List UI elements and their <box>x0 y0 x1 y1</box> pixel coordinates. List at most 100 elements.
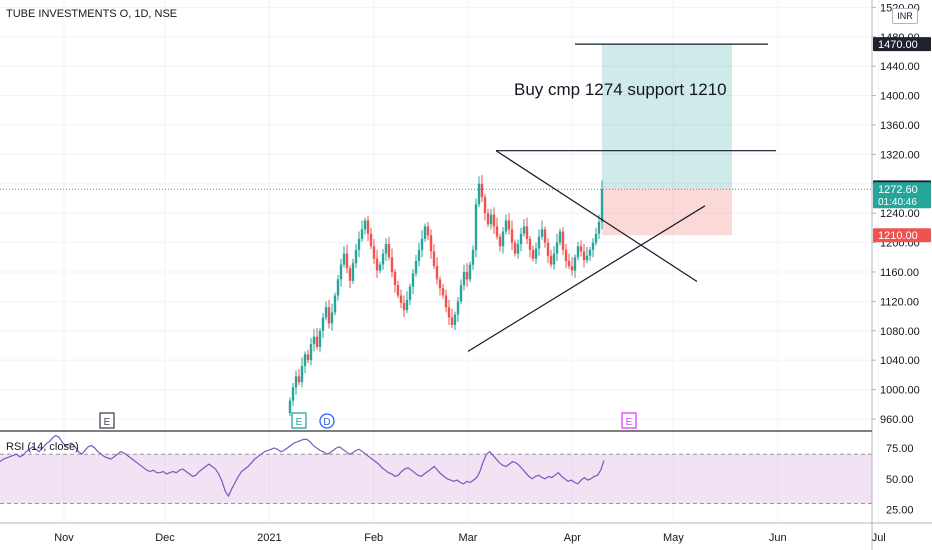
candle <box>555 233 559 261</box>
marker-shape <box>621 412 637 429</box>
candle <box>384 238 388 261</box>
candle <box>588 246 592 261</box>
rsi-tick-label: 75.00 <box>886 443 914 455</box>
candle <box>372 238 376 264</box>
candle-body <box>546 242 550 256</box>
y-tick-label: 960.00 <box>880 414 914 426</box>
candle-body <box>531 249 535 259</box>
candle-body <box>357 238 361 250</box>
candle-body <box>375 258 379 271</box>
candle <box>501 227 505 254</box>
candle <box>399 289 403 308</box>
candle <box>600 180 604 230</box>
candle <box>561 227 565 256</box>
y-tick-label: 1400.00 <box>880 91 920 103</box>
event-marker-e[interactable]: E <box>621 412 637 429</box>
candle <box>453 311 457 331</box>
candle <box>540 220 544 240</box>
candle <box>369 227 373 250</box>
candle-body <box>387 244 391 258</box>
price-label: 1470.00 <box>873 37 931 52</box>
candle-body <box>519 233 523 245</box>
candle <box>381 249 385 270</box>
candle <box>549 249 553 268</box>
candle <box>522 219 526 237</box>
candle-body <box>471 249 475 265</box>
candle <box>288 397 292 417</box>
candle-body <box>333 295 337 313</box>
candle-body <box>567 260 571 267</box>
price-label-text: 1470.00 <box>878 39 918 51</box>
candle-body <box>513 242 517 254</box>
candle <box>474 198 478 258</box>
grid-lines <box>0 0 880 522</box>
candle <box>414 255 418 277</box>
candle <box>573 254 577 278</box>
candle-body <box>450 317 454 325</box>
candle <box>564 244 568 269</box>
candle <box>300 357 304 388</box>
candle-body <box>459 285 463 302</box>
candle-body <box>588 249 592 256</box>
y-tick-label: 1360.00 <box>880 120 920 132</box>
candle <box>576 241 580 261</box>
candle-body <box>363 220 367 230</box>
candle <box>420 230 424 258</box>
trade-zones <box>602 44 732 236</box>
candle <box>492 207 496 234</box>
candle-body <box>393 271 397 286</box>
candle <box>444 289 448 313</box>
candle-body <box>369 233 373 247</box>
candle <box>567 253 571 270</box>
candle-body <box>573 257 577 271</box>
candle-body <box>390 257 394 272</box>
x-tick-label: Dec <box>155 532 175 544</box>
candle-body <box>510 229 514 243</box>
candles <box>288 174 604 417</box>
candle-body <box>399 295 403 303</box>
y-tick-label: 1080.00 <box>880 326 920 338</box>
event-marker-d[interactable]: D <box>319 413 335 429</box>
candle <box>345 244 349 274</box>
symbol-label: TUBE INVESTMENTS O, 1D, NSE <box>6 8 178 20</box>
y-tick-label: 1160.00 <box>880 267 919 279</box>
candle-body <box>378 264 382 271</box>
x-tick-label: May <box>663 532 684 544</box>
candle-body <box>336 279 340 296</box>
rsi-tick-label: 25.00 <box>886 505 914 517</box>
candle-body <box>432 251 436 267</box>
event-marker-e[interactable]: E <box>99 412 115 429</box>
candle-body <box>306 354 310 361</box>
candle <box>315 327 319 350</box>
candle-body <box>582 251 586 261</box>
candle <box>498 233 502 252</box>
candle-body <box>408 286 412 300</box>
candle-body <box>465 271 469 280</box>
candle <box>546 238 550 264</box>
candle <box>450 308 454 328</box>
candle-body <box>315 336 319 347</box>
candle-body <box>417 249 421 261</box>
candle <box>312 329 316 352</box>
candle-body <box>534 248 538 259</box>
candle-body <box>504 220 508 232</box>
candle <box>516 239 520 259</box>
candle-body <box>312 336 316 344</box>
event-marker-e[interactable]: E <box>291 412 307 429</box>
candle-body <box>579 246 583 252</box>
candle-body <box>297 376 301 383</box>
candle <box>387 236 391 261</box>
candle <box>351 258 355 284</box>
candle-body <box>525 226 529 239</box>
candle-body <box>576 246 580 258</box>
currency-badge[interactable]: INR <box>892 8 918 24</box>
candle <box>456 296 460 322</box>
candle <box>579 240 583 257</box>
price-label-box <box>873 37 931 52</box>
candle <box>357 231 361 258</box>
candle <box>591 238 595 258</box>
candle <box>594 227 598 246</box>
